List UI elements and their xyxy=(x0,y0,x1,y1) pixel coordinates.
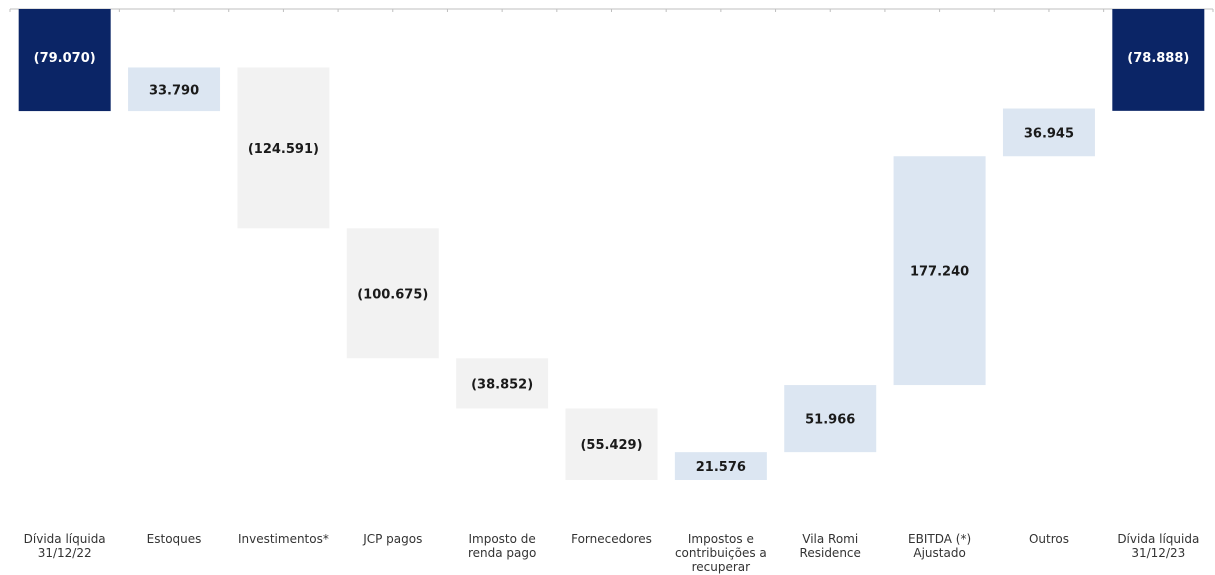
category-label-line: Vila Romi xyxy=(802,532,858,546)
data-label-1: (79.070) xyxy=(34,51,96,66)
data-label-2: 33.790 xyxy=(149,83,199,98)
category-label-3: Investimentos* xyxy=(238,532,329,546)
category-label-5: Imposto de renda pago xyxy=(468,532,536,560)
category-label-line: Dívida líquida xyxy=(24,532,106,546)
category-label-10: Outros xyxy=(1029,532,1069,546)
category-label-line: 31/12/22 xyxy=(38,546,92,560)
category-label-line: recuperar xyxy=(692,560,751,574)
category-label-line: Estoques xyxy=(147,532,202,546)
category-label-line: EBITDA (*) xyxy=(908,532,971,546)
category-label-2: Estoques xyxy=(147,532,202,546)
category-label-1: Dívida líquida 31/12/22 xyxy=(24,532,106,560)
category-label-line: Ajustado xyxy=(913,546,965,560)
category-label-line: JCP pagos xyxy=(362,532,422,546)
category-label-line: Dívida líquida xyxy=(1117,532,1199,546)
category-label-line: Fornecedores xyxy=(571,532,652,546)
category-label-8: Vila Romi Residence xyxy=(800,532,861,560)
category-label-line: Outros xyxy=(1029,532,1069,546)
category-label-6: Fornecedores xyxy=(571,532,652,546)
category-label-line: Residence xyxy=(800,546,861,560)
data-label-11: (78.888) xyxy=(1127,51,1189,66)
category-label-4: JCP pagos xyxy=(362,532,422,546)
data-label-10: 36.945 xyxy=(1024,126,1074,141)
category-label-line: contribuições a xyxy=(675,546,767,560)
category-label-line: Impostos e xyxy=(688,532,754,546)
data-label-4: (100.675) xyxy=(357,287,428,302)
data-label-6: (55.429) xyxy=(580,438,642,453)
category-label-9: EBITDA (*) Ajustado xyxy=(908,532,971,560)
category-label-11: Dívida líquida 31/12/23 xyxy=(1117,532,1199,560)
data-label-3: (124.591) xyxy=(248,142,319,157)
category-label-line: Investimentos* xyxy=(238,532,329,546)
category-label-7: Impostos e contribuições a recuperar xyxy=(675,532,767,574)
category-label-line: Imposto de xyxy=(468,532,535,546)
data-label-8: 51.966 xyxy=(805,413,855,428)
category-label-line: renda pago xyxy=(468,546,536,560)
data-label-9: 177.240 xyxy=(910,265,969,280)
data-label-7: 21.576 xyxy=(696,460,746,475)
category-label-line: 31/12/23 xyxy=(1131,546,1185,560)
data-label-5: (38.852) xyxy=(471,377,533,392)
